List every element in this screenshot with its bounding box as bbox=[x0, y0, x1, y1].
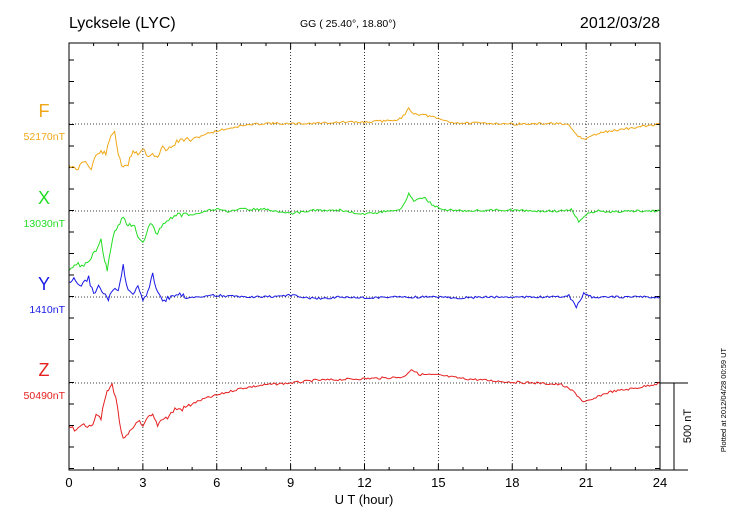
x-tick-labels: 0 3 6 9 12 15 18 21 24 bbox=[65, 475, 667, 490]
plot-frame bbox=[68, 42, 661, 471]
x-axis-label: U T (hour) bbox=[335, 492, 394, 507]
x-tick-label: 6 bbox=[213, 475, 220, 490]
series-name-y: Y bbox=[38, 274, 50, 294]
x-tick-label: 21 bbox=[579, 475, 593, 490]
series-name-x: X bbox=[38, 188, 50, 208]
scale-bar-label: 500 nT bbox=[682, 409, 694, 444]
series-baseline-x: 13030nT bbox=[24, 218, 66, 230]
series-layer bbox=[68, 106, 661, 439]
chart-date: 2012/03/28 bbox=[580, 15, 660, 32]
series-line-z bbox=[68, 368, 661, 439]
x-tick-label: 15 bbox=[431, 475, 445, 490]
scale-bar: 500 nT bbox=[660, 382, 694, 471]
x-tick-label: 12 bbox=[357, 475, 371, 490]
x-tick-label: 24 bbox=[653, 475, 667, 490]
x-tick-label: 9 bbox=[287, 475, 294, 490]
series-name-f: F bbox=[39, 101, 50, 121]
plot-footer: Plotted at 2012/04/28 00:59 UT bbox=[719, 347, 728, 452]
series-line-x bbox=[68, 191, 661, 272]
x-tick-label: 0 bbox=[65, 475, 72, 490]
series-baseline-y: 1410nT bbox=[29, 304, 65, 316]
grid-lines bbox=[69, 43, 660, 470]
series-line-f bbox=[68, 106, 661, 171]
x-tick-label: 3 bbox=[139, 475, 146, 490]
series-baseline-f: 52170nT bbox=[24, 131, 66, 143]
chart-title: Lycksele (LYC) bbox=[69, 15, 176, 32]
series-baseline-z: 50490nT bbox=[24, 390, 66, 402]
series-name-z: Z bbox=[39, 360, 50, 380]
series-line-y bbox=[68, 264, 661, 310]
series-labels: F 52170nT X 13030nT Y 1410nT Z 50490nT bbox=[24, 101, 66, 402]
chart-subtitle: GG ( 25.40°, 18.80°) bbox=[300, 18, 396, 30]
x-tick-label: 18 bbox=[505, 475, 519, 490]
